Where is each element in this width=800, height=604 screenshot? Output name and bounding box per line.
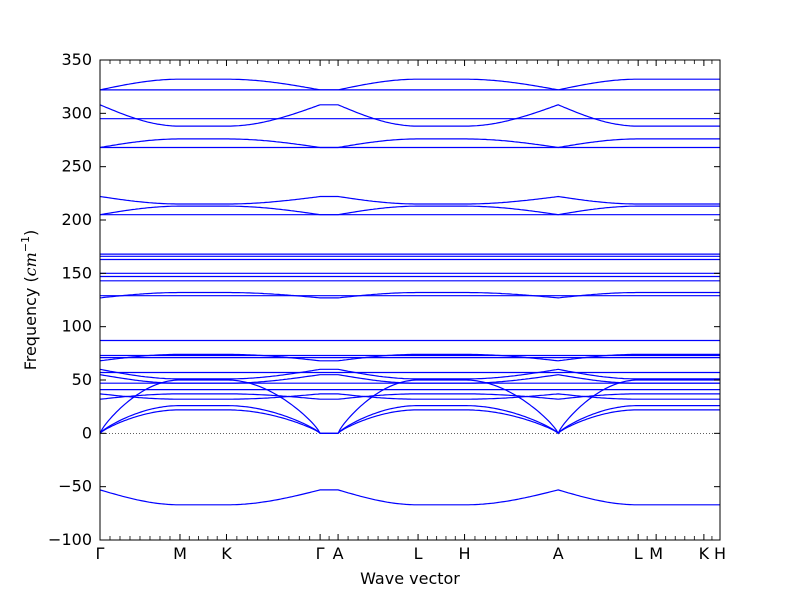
x-tick-label: A xyxy=(553,544,564,563)
y-axis-label: Frequency (cm−1) xyxy=(19,230,40,371)
band-line xyxy=(99,195,720,205)
band-line xyxy=(99,393,720,400)
band-line xyxy=(99,489,720,506)
band-line xyxy=(99,393,720,400)
band-line xyxy=(99,368,720,380)
x-tick-label: K xyxy=(699,544,710,563)
x-tick-label: L xyxy=(634,544,643,563)
tick-marks xyxy=(99,59,721,541)
band-line xyxy=(99,104,720,127)
x-tick-label: M xyxy=(649,544,663,563)
band-line xyxy=(99,353,720,362)
band-line xyxy=(99,291,720,299)
band-line xyxy=(99,205,720,216)
y-tick-label: 300 xyxy=(61,103,92,122)
x-tick-label: Γ xyxy=(316,544,325,563)
x-tick-label: H xyxy=(714,544,726,563)
band-line xyxy=(99,78,720,91)
y-tick-label: 200 xyxy=(61,210,92,229)
x-tick-label: H xyxy=(459,544,471,563)
band-line-acoustic xyxy=(99,409,720,435)
x-tick-label: K xyxy=(221,544,232,563)
y-tick-label: −50 xyxy=(58,477,92,496)
band-lines xyxy=(99,78,720,506)
band-line-acoustic xyxy=(99,405,720,435)
y-tick-label: 150 xyxy=(61,263,92,282)
y-tick-label: 0 xyxy=(82,423,92,442)
band-line-acoustic xyxy=(99,379,720,435)
plot-frame xyxy=(99,59,721,541)
x-tick-label: L xyxy=(414,544,423,563)
y-tick-label: 100 xyxy=(61,317,92,336)
y-axis-label-sup: −1 xyxy=(19,236,32,252)
y-tick-label: 250 xyxy=(61,157,92,176)
y-tick-label: −100 xyxy=(48,530,92,549)
x-tick-label: M xyxy=(173,544,187,563)
y-tick-label: 50 xyxy=(72,370,92,389)
x-axis-label: Wave vector xyxy=(360,569,460,588)
y-axis-label-base: cm xyxy=(21,252,40,276)
y-tick-label: 350 xyxy=(61,50,92,69)
x-tick-label: A xyxy=(333,544,344,563)
x-tick-label: Γ xyxy=(96,544,105,563)
y-axis-label-suffix: ) xyxy=(21,230,40,236)
band-line xyxy=(99,138,720,149)
y-tick-labels: −100 −50 0 50 100 150 200 250 300 350 xyxy=(48,50,92,549)
band-line xyxy=(99,374,720,384)
y-axis-label-prefix: Frequency ( xyxy=(21,276,40,370)
